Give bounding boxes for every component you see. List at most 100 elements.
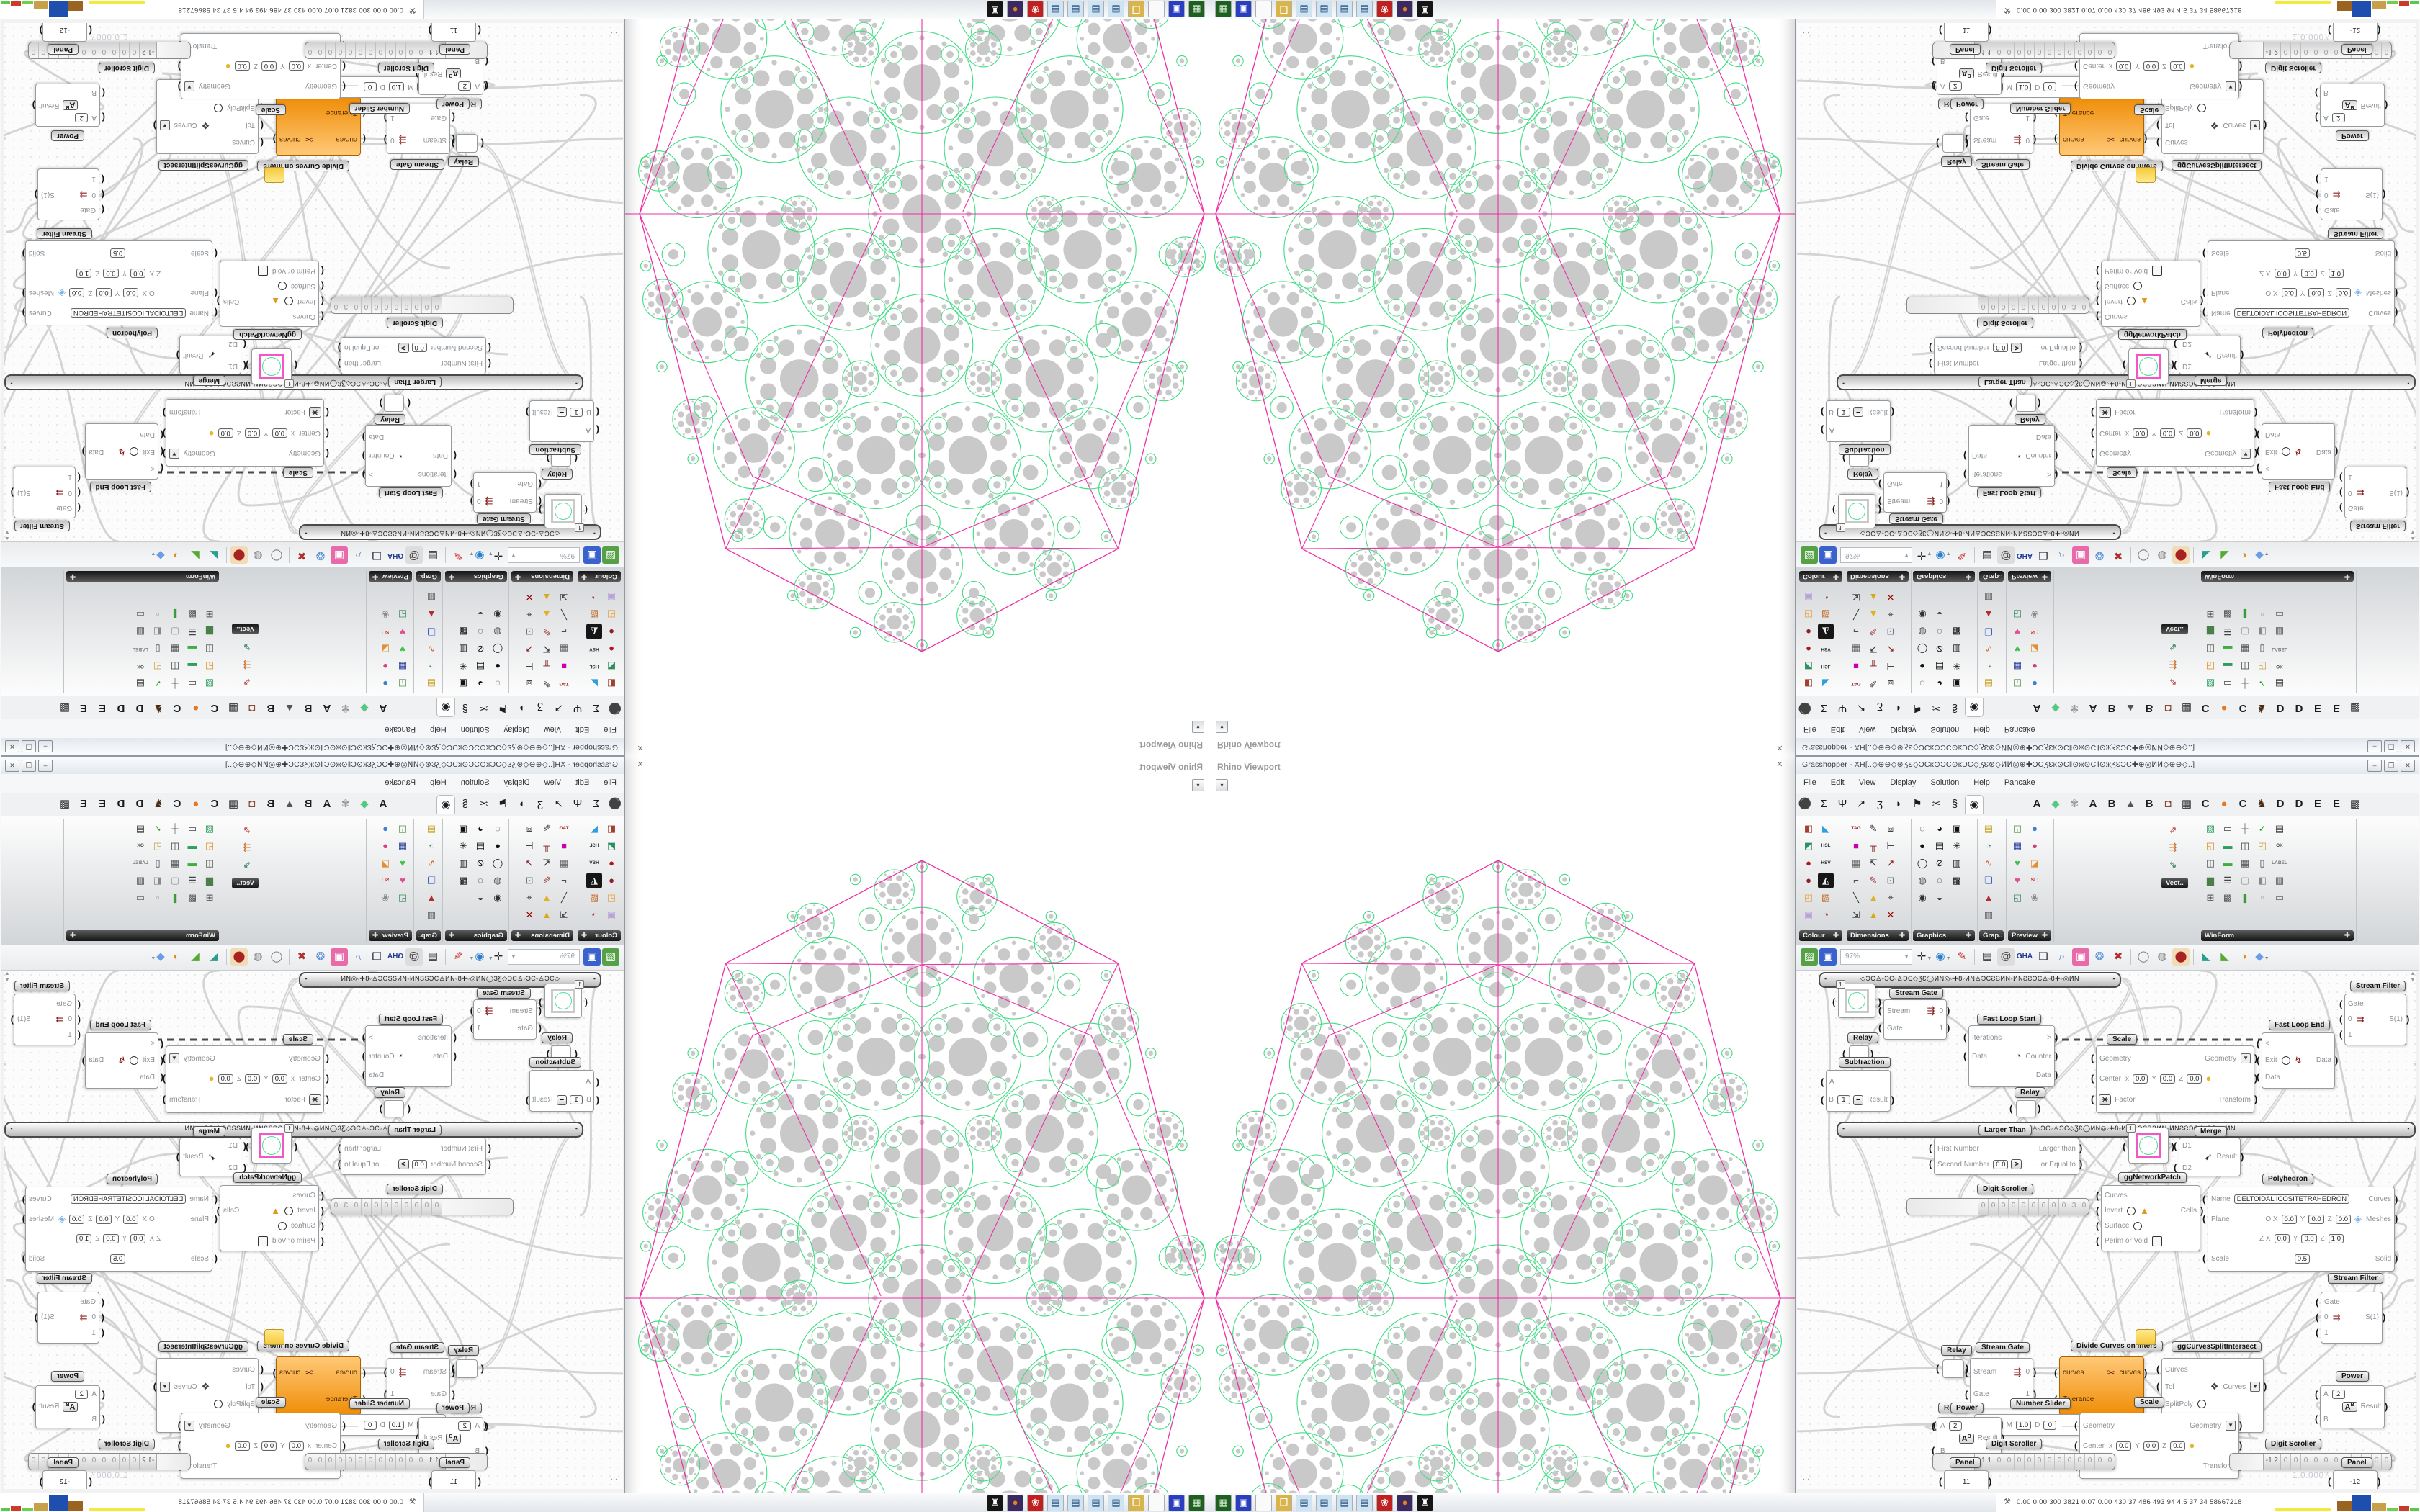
palette-icon[interactable]: ◩ [1803, 661, 1814, 672]
port-arc[interactable]: ( [77, 1013, 81, 1025]
palette-icon[interactable]: ♥ [400, 858, 405, 868]
palette-icon[interactable]: ⌐ [1853, 875, 1859, 886]
value-box[interactable]: 0.0 [2170, 61, 2186, 71]
palette-icon[interactable]: ● [609, 626, 614, 637]
scroller-digit[interactable]: 0 [351, 1199, 361, 1215]
scroller-digit[interactable]: 0 [325, 1454, 335, 1470]
palette-group-label[interactable]: Dimensions ✚ [1847, 571, 1909, 582]
value-box[interactable]: 0.5 [2294, 248, 2310, 258]
value-box[interactable]: 0.0 [272, 1074, 287, 1084]
scroller-digit[interactable]: 0 [2382, 1454, 2391, 1470]
port-arc[interactable]: ( [2091, 407, 2094, 418]
value-box[interactable]: 0 [363, 82, 377, 92]
node-label-larger-than[interactable]: Larger Than [388, 377, 442, 387]
palette-icon[interactable]: ❀ [2030, 892, 2039, 903]
plugin-tab-4[interactable]: B [2107, 702, 2116, 714]
port-arc[interactable]: ( [321, 311, 324, 323]
projector-icon[interactable]: ▤ [1981, 549, 1993, 562]
palette-icon[interactable]: ☰ [2223, 875, 2232, 886]
port-arc[interactable]: ) [2395, 1193, 2398, 1205]
palette-icon[interactable]: ▧ [205, 678, 215, 689]
node-merge[interactable]: (D1 ➹ Result)(D2 [2174, 336, 2244, 374]
palette-icon[interactable]: HSL [589, 664, 599, 669]
open-file-icon[interactable]: ▨ [1801, 546, 1818, 564]
value-box[interactable]: 0.0 [411, 343, 427, 353]
toggle-circle[interactable] [284, 1206, 293, 1215]
balloons-icon[interactable]: ❂ [315, 950, 326, 963]
node-stream-filter-2[interactable]: (Gate(0 ⇉ S(1))(1 [35, 1292, 104, 1344]
node-label-digit-scroller-3[interactable]: Digit Scroller [98, 1439, 155, 1449]
value-box[interactable]: 2 [2331, 1390, 2345, 1400]
mesh-preview-icon[interactable]: ◍ [2157, 549, 2167, 562]
palette-icon[interactable]: ↗ [525, 644, 534, 654]
scroller-digit[interactable]: 0 [2055, 42, 2065, 58]
palette-icon[interactable]: ♥ [400, 626, 405, 637]
palette-icon[interactable]: ◍ [493, 626, 502, 637]
palette-icon[interactable]: ▣ [1952, 823, 1962, 834]
node-label-stream-gate-1[interactable]: Stream Gate [477, 988, 531, 999]
node-relay-3[interactable]: () [1936, 134, 1968, 153]
preview-eye-icon[interactable]: ◉▼ [469, 950, 485, 963]
port-arc[interactable]: ( [2123, 360, 2126, 371]
mesh-tab[interactable]: ⚑ [1912, 798, 1922, 810]
mesh-tab[interactable]: ⚑ [498, 702, 508, 714]
pin-green-icon[interactable]: ◣ [2220, 950, 2229, 963]
palette-icon[interactable]: ♥ [2015, 875, 2020, 886]
node-circle-param-2[interactable]: 1() [246, 1124, 297, 1164]
scroller-digit[interactable]: 0 [2079, 1199, 2089, 1215]
palette-icon[interactable]: SL; [2030, 878, 2039, 883]
window-icon[interactable]: ❏ [2038, 549, 2048, 562]
node-gg-network-patch[interactable]: (Curves(Invert ▲ Cells)(Surface(Perim or V… [217, 261, 324, 327]
palette-icon[interactable]: HSV [1821, 647, 1831, 652]
value-box[interactable]: 0.0 [2187, 1074, 2202, 1084]
canvas-scrollbar[interactable]: ▲ ▼ [2410, 529, 2416, 541]
palette-icon[interactable]: ◕ [1937, 823, 1942, 834]
palette-icon[interactable]: ▥ [2275, 875, 2285, 886]
port-arc[interactable]: ( [214, 1253, 218, 1264]
palette-icon[interactable]: LABEL [133, 860, 148, 865]
port-arc[interactable]: ( [101, 1296, 104, 1308]
node-label-stream-filter-1[interactable]: Stream Filter [14, 981, 70, 991]
folder-icon[interactable]: ❒ [1128, 1, 1144, 17]
port-arc[interactable]: ( [1878, 479, 1882, 490]
palette-icon[interactable]: ▤ [2275, 678, 2285, 689]
palette-icon[interactable]: ◰ [153, 661, 163, 672]
port-arc[interactable]: ) [153, 120, 156, 131]
value-box[interactable]: 0.0 [2187, 428, 2202, 438]
transform-tab[interactable]: § [1951, 798, 1958, 810]
maths-tab[interactable]: Σ [593, 798, 600, 810]
palette-icon[interactable]: ◱ [2012, 678, 2022, 689]
node-label-merge[interactable]: Merge [192, 375, 225, 386]
port-arc[interactable]: ( [102, 1388, 105, 1400]
palette-icon[interactable]: ◌ [495, 678, 501, 689]
port-arc[interactable]: ) [337, 359, 341, 369]
node-label-digit-scroller-2[interactable]: Digit Scroller [1986, 63, 2043, 73]
node-label-larger-than[interactable]: Larger Than [1978, 377, 2032, 387]
port-arc[interactable]: ( [1821, 407, 1824, 418]
port-arc[interactable]: ( [2009, 1103, 2013, 1114]
port-arc[interactable]: ) [162, 1094, 166, 1105]
port-arc[interactable]: ) [2239, 61, 2243, 72]
plugin-tab-2[interactable]: ✾ [2069, 702, 2079, 714]
scroller-digit[interactable]: 0 [371, 1199, 381, 1215]
port-arc[interactable]: ( [2096, 1235, 2099, 1246]
port-arc[interactable]: ( [452, 112, 455, 124]
value-box[interactable]: 2 [458, 81, 472, 91]
palette-icon[interactable]: ▦ [559, 858, 569, 868]
port-arc[interactable]: ( [1936, 1363, 1940, 1374]
port-arc[interactable]: ( [2316, 1327, 2319, 1338]
palette-icon[interactable]: ● [1919, 661, 1925, 672]
scroller-digit[interactable]: 0 [2045, 1454, 2055, 1470]
value-box[interactable]: 0.0 [2116, 61, 2132, 71]
palette-icon[interactable]: ◔ [1986, 840, 1991, 851]
viewport-close-icon[interactable]: ✕ [637, 743, 644, 752]
node-label-stream-filter-1[interactable]: Stream Filter [2350, 981, 2406, 991]
port-arc[interactable]: ( [342, 1440, 346, 1451]
mesh-tab[interactable]: ⚑ [1912, 702, 1922, 714]
plugin-tab-9[interactable]: C [210, 798, 219, 810]
palette-icon[interactable]: ⧈ [526, 678, 533, 689]
palette-icon[interactable]: ⌖ [1888, 892, 1894, 903]
notepad-icon-3[interactable]: ▤ [1067, 1, 1084, 17]
palette-icon[interactable]: ✎ [542, 678, 551, 689]
palette-icon[interactable]: ╥ [543, 661, 550, 672]
